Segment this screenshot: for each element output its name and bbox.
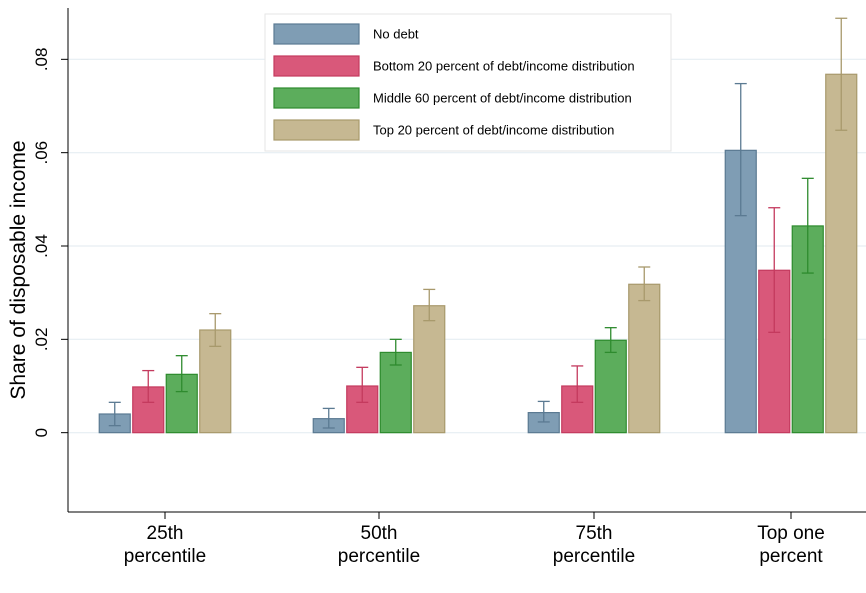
y-axis-title: Share of disposable income xyxy=(7,140,30,399)
tick-labels: 0.02.04.06.0825thpercentile50thpercentil… xyxy=(32,48,825,567)
x-tick-label: percentile xyxy=(338,546,420,567)
legend-swatch xyxy=(273,55,360,77)
bar xyxy=(825,73,858,434)
x-tick-label: percent xyxy=(759,546,823,567)
bar xyxy=(594,339,627,434)
legend-entry: Top 20 percent of debt/income distributi… xyxy=(373,123,614,138)
y-tick-label: 0 xyxy=(32,428,51,437)
x-tick-label: 75th xyxy=(576,523,613,544)
y-tick-label: .02 xyxy=(32,328,51,352)
x-tick-label: 50th xyxy=(361,523,398,544)
x-tick-label: percentile xyxy=(124,546,206,567)
legend-entry: Middle 60 percent of debt/income distrib… xyxy=(373,91,632,106)
legend-swatch xyxy=(273,23,360,45)
x-tick-label: 25th xyxy=(147,523,184,544)
y-tick-label: .06 xyxy=(32,141,51,165)
y-tick-label: .08 xyxy=(32,48,51,72)
axes xyxy=(61,8,866,519)
bar xyxy=(199,329,232,434)
legend-entry: Bottom 20 percent of debt/income distrib… xyxy=(373,59,635,74)
legend-swatch xyxy=(273,119,360,141)
bar xyxy=(628,283,661,434)
y-tick-label: .04 xyxy=(32,234,51,258)
x-tick-label: percentile xyxy=(553,546,635,567)
error-bars xyxy=(108,17,848,429)
bar xyxy=(413,305,446,434)
legend-entry: No debt xyxy=(373,27,419,42)
bar xyxy=(379,351,412,434)
x-tick-label: Top one xyxy=(757,523,825,544)
legend-swatch xyxy=(273,87,360,109)
legend: No debt Bottom 20 percent of debt/income … xyxy=(264,13,672,152)
